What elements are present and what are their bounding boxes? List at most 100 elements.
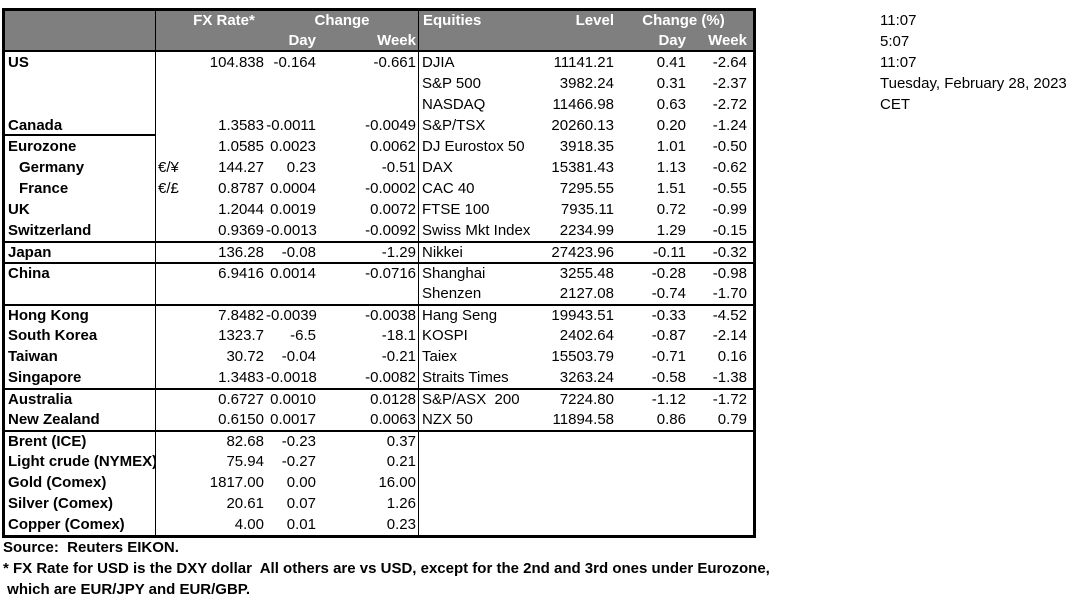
header-empty-cell [5,30,156,50]
fx-day-change-value: -0.04 [281,348,316,365]
equity-week-change-value: -0.62 [712,159,747,176]
table-row: Singapore 1.3483 -0.0018 -0.0082 Straits… [5,367,753,388]
equities-change-header: Change (%) [642,12,725,29]
fx-rate-value: 6.9416 [218,265,264,282]
equity-index-label: DAX [418,157,546,178]
fx-week-change-value: -0.0716 [365,265,416,282]
fx-rate-value [186,73,266,94]
fx-pair-label [156,367,186,388]
equity-day-header: Day [658,31,686,49]
fx-pair-label [156,243,186,262]
equity-week-change-value: -4.52 [712,307,747,324]
fx-pair-label [156,264,186,283]
equity-day-change-value [616,493,688,514]
equity-week-change-value [688,493,751,514]
fx-day-change-value: -0.0018 [266,369,317,386]
equity-level-value: 2234.99 [559,222,614,239]
table-row: Germany €/¥ 144.27 0.23 -0.51 DAX 15381.… [5,157,753,178]
fx-week-change-value: 0.21 [386,453,416,470]
fx-rate-value [186,283,266,304]
table-row: New Zealand 0.6150 0.0017 0.0063 NZX 50 … [5,409,753,430]
table-row: Taiwan 30.72 -0.04 -0.21 Taiex 15503.79 … [5,346,753,367]
fx-pair-label [156,451,186,472]
equity-index-label: DJ Eurostox 50 [418,136,546,157]
fx-pair-label: €/£ [158,180,179,197]
fx-pair-label [156,283,186,304]
fx-country-label: Australia [5,390,156,409]
equity-index-label: CAC 40 [418,178,546,199]
equity-level-value: 3982.24 [559,75,614,92]
equity-index-label: Shanghai [418,264,546,283]
table-row: Brent (ICE) 82.68 -0.23 0.37 [5,430,753,451]
equity-level-value [546,514,616,535]
fx-country-label: Silver (Comex) [5,493,156,514]
fx-day-change-value: -0.164 [273,54,316,71]
fx-day-change-value: 0.0014 [270,265,316,282]
equity-day-change-value [616,472,688,493]
table-row: France €/£ 0.8787 0.0004 -0.0002 CAC 40 … [5,178,753,199]
fx-week-change-value: 0.0063 [370,411,416,428]
equity-week-change-value: -2.64 [712,54,747,71]
fx-day-change-value: 0.23 [286,159,316,176]
time-alt2: 11:07 [880,54,917,71]
fx-week-change-value [318,73,418,94]
table-row: Shenzen 2127.08 -0.74 -1.70 [5,283,753,304]
market-data-table: FX Rate* Change Equities Level Change (%… [2,8,756,538]
fx-footnote-line2: which are EUR/JPY and EUR/GBP. [3,581,251,598]
fx-week-change-value [318,94,418,115]
equity-level-value: 20260.13 [551,117,614,134]
equity-index-label: Shenzen [418,283,546,304]
equity-week-header: Week [708,31,747,49]
fx-day-change-value: 0.00 [286,474,316,491]
equity-level-value [546,493,616,514]
fx-footnote-line1: * FX Rate for USD is the DXY dollar All … [3,560,770,577]
fx-rate-value: 1.3583 [218,117,264,134]
equity-index-label [418,472,546,493]
equity-week-change-value: -2.14 [712,327,747,344]
equity-level-value: 15503.79 [551,348,614,365]
fx-pair-label [156,199,186,220]
equity-level-value [546,451,616,472]
fx-day-change-value: -6.5 [290,327,316,344]
fx-day-change-value [266,94,318,115]
fx-day-change-value [266,73,318,94]
equity-level-value: 3263.24 [559,369,614,386]
fx-week-header: Week [377,31,416,49]
fx-day-change-value: 0.07 [286,495,316,512]
equity-week-change-value [688,451,751,472]
table-row: South Korea 1323.7 -6.5 -18.1 KOSPI 2402… [5,325,753,346]
equity-index-label: Straits Times [418,367,546,388]
equity-day-change-value: 0.72 [656,201,686,218]
fx-rate-value: 75.94 [226,453,264,470]
table-row: Canada 1.3583 -0.0011 -0.0049 S&P/TSX 20… [5,115,753,136]
fx-rate-header: FX Rate* [193,12,255,29]
equity-week-change-value: 0.79 [717,411,747,428]
equity-level-value: 11894.58 [552,411,614,428]
fx-day-header: Day [288,31,316,49]
equity-level-value: 7224.80 [559,391,614,408]
fx-rate-value: 0.6150 [218,411,264,428]
fx-rate-value: 7.8482 [218,307,264,324]
equity-level-value [546,432,616,451]
equity-week-change-value: -0.55 [712,180,747,197]
header-row-1: FX Rate* Change Equities Level Change (%… [5,11,753,31]
fx-rate-value: 4.00 [234,516,264,533]
fx-country-label: Hong Kong [5,306,156,325]
table-row: Copper (Comex) 4.00 0.01 0.23 [5,514,753,535]
fx-country-label: Eurozone [5,136,156,157]
header-row-2: Day Week Day Week [5,30,753,50]
fx-day-change-value: -0.27 [281,453,316,470]
fx-pair-label [156,472,186,493]
fx-week-change-value: -0.0082 [365,369,416,386]
fx-change-header: Change [314,12,370,29]
fx-day-change-value: 0.0010 [270,391,316,408]
fx-rate-value: 136.28 [218,244,264,261]
equity-index-label: S&P/ASX 200 [418,390,546,409]
fx-country-label: Singapore [5,367,156,388]
fx-country-label: Light crude (NYMEX) [5,451,156,472]
fx-pair-label [156,73,186,94]
equity-index-label [418,451,546,472]
fx-country-label: China [5,264,156,283]
fx-pair-label: €/¥ [158,159,179,176]
fx-rate-value [186,94,266,115]
